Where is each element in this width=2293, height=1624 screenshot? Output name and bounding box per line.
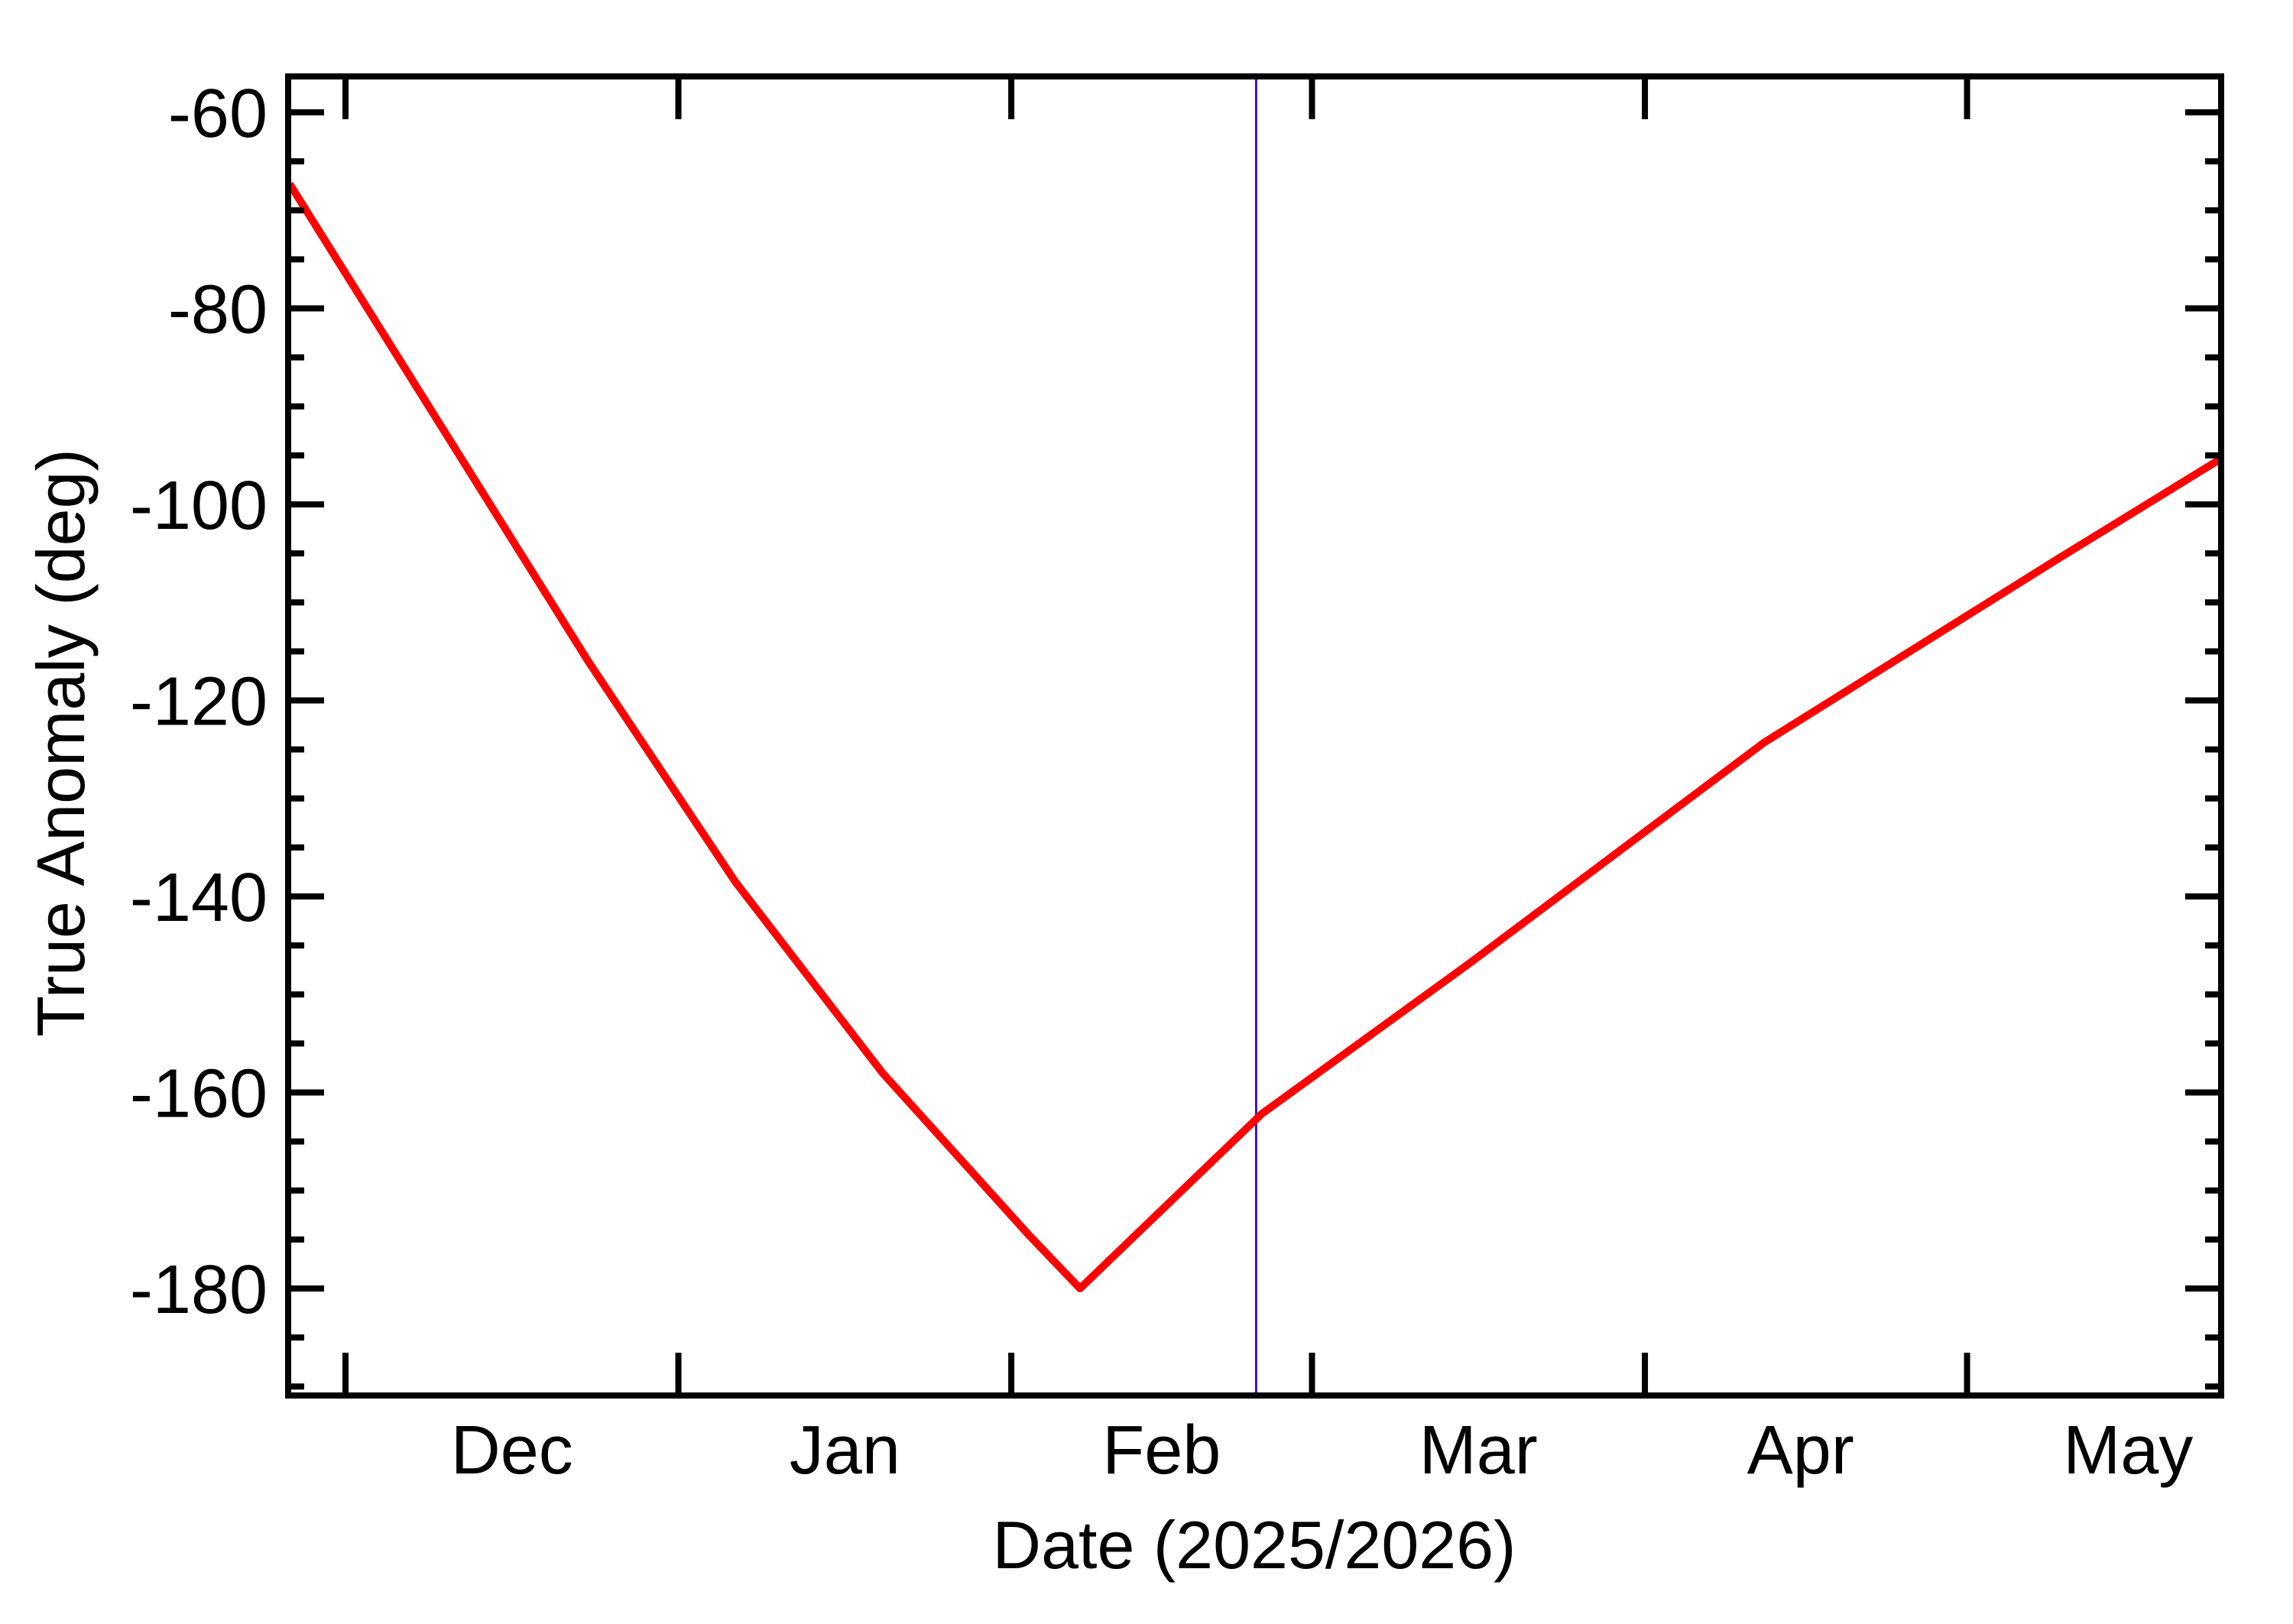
x-axis-title: Date (2025/2026) <box>993 1507 1516 1583</box>
y-tick-label: -100 <box>130 468 268 544</box>
x-tick-label: Mar <box>1419 1412 1538 1489</box>
x-tick-label: Feb <box>1102 1412 1221 1489</box>
y-tick-label: -160 <box>130 1056 268 1133</box>
y-tick-label: -140 <box>130 860 268 936</box>
x-tick-label: Apr <box>1747 1412 1854 1489</box>
true-anomaly-series-line <box>288 181 2221 1292</box>
x-tick-label: Jan <box>790 1412 900 1489</box>
x-axis-tick-labels: Dec Jan Feb Mar Apr May <box>451 1412 2194 1489</box>
x-tick-label: May <box>2063 1412 2193 1489</box>
y-tick-label: -180 <box>130 1252 268 1328</box>
y-axis-title: True Anomaly (deg) <box>23 449 99 1037</box>
plot-frame <box>285 73 2224 1399</box>
y-tick-label: -60 <box>168 76 268 152</box>
y-axis-tick-labels: -60 -80 -100 -120 -140 -160 -180 <box>130 76 268 1328</box>
plot-area <box>288 76 2221 1395</box>
y-tick-label: -120 <box>130 664 268 741</box>
y-tick-label: -80 <box>168 272 268 348</box>
x-tick-label: Dec <box>451 1412 573 1489</box>
